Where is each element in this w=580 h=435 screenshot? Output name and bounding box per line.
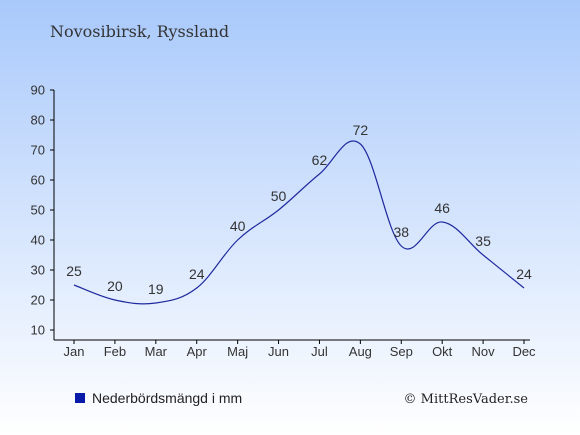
precipitation-series-line: [73, 140, 525, 305]
y-tick-label: 10: [31, 323, 45, 338]
y-tick-label: 60: [31, 173, 45, 188]
data-label: 24: [516, 266, 532, 282]
data-label: 25: [66, 263, 82, 279]
axes: [53, 90, 530, 341]
y-tick-label: 50: [31, 203, 45, 218]
data-label: 38: [393, 224, 409, 240]
y-tick-label: 70: [31, 143, 45, 158]
data-label: 62: [312, 152, 328, 168]
data-label: 46: [434, 200, 450, 216]
y-tick-label: 80: [31, 113, 45, 128]
x-tick-label: Aug: [349, 344, 372, 359]
copyright-text: © MittResVader.se: [404, 392, 529, 407]
x-axis-ticks: Jan Feb Mar Apr Maj Jun Jul Aug Sep Okt Nov Dec: [64, 340, 536, 359]
legend-swatch: [75, 393, 85, 403]
data-label: 50: [271, 188, 287, 204]
x-tick-label: Jan: [64, 344, 85, 359]
y-tick-label: 90: [31, 83, 45, 98]
data-label: 40: [230, 218, 246, 234]
y-tick-label: 30: [31, 263, 45, 278]
y-tick-label: 40: [31, 233, 45, 248]
x-tick-label: Dec: [512, 344, 536, 359]
data-label: 35: [475, 233, 491, 249]
chart-title: Novosibirsk, Ryssland: [50, 22, 229, 41]
x-tick-label: Jul: [311, 344, 328, 359]
data-label: 24: [189, 266, 205, 282]
x-tick-label: Maj: [227, 344, 248, 359]
x-tick-label: Jun: [268, 344, 289, 359]
x-tick-label: Nov: [472, 344, 496, 359]
x-tick-label: Apr: [187, 344, 208, 359]
x-tick-label: Sep: [390, 344, 413, 359]
data-label: 72: [353, 122, 369, 138]
x-tick-label: Okt: [432, 344, 453, 359]
x-tick-label: Feb: [104, 344, 126, 359]
legend-label: Nederbördsmängd i mm: [92, 390, 242, 406]
y-axis-ticks: 10 20 30 40 50 60 70 80 90: [31, 83, 54, 338]
data-labels: 25 20 19 24 40 50 62 72 38 46 35 24: [66, 122, 532, 297]
x-tick-label: Mar: [145, 344, 168, 359]
data-label: 20: [107, 278, 123, 294]
data-label: 19: [148, 281, 164, 297]
y-tick-label: 20: [31, 293, 45, 308]
